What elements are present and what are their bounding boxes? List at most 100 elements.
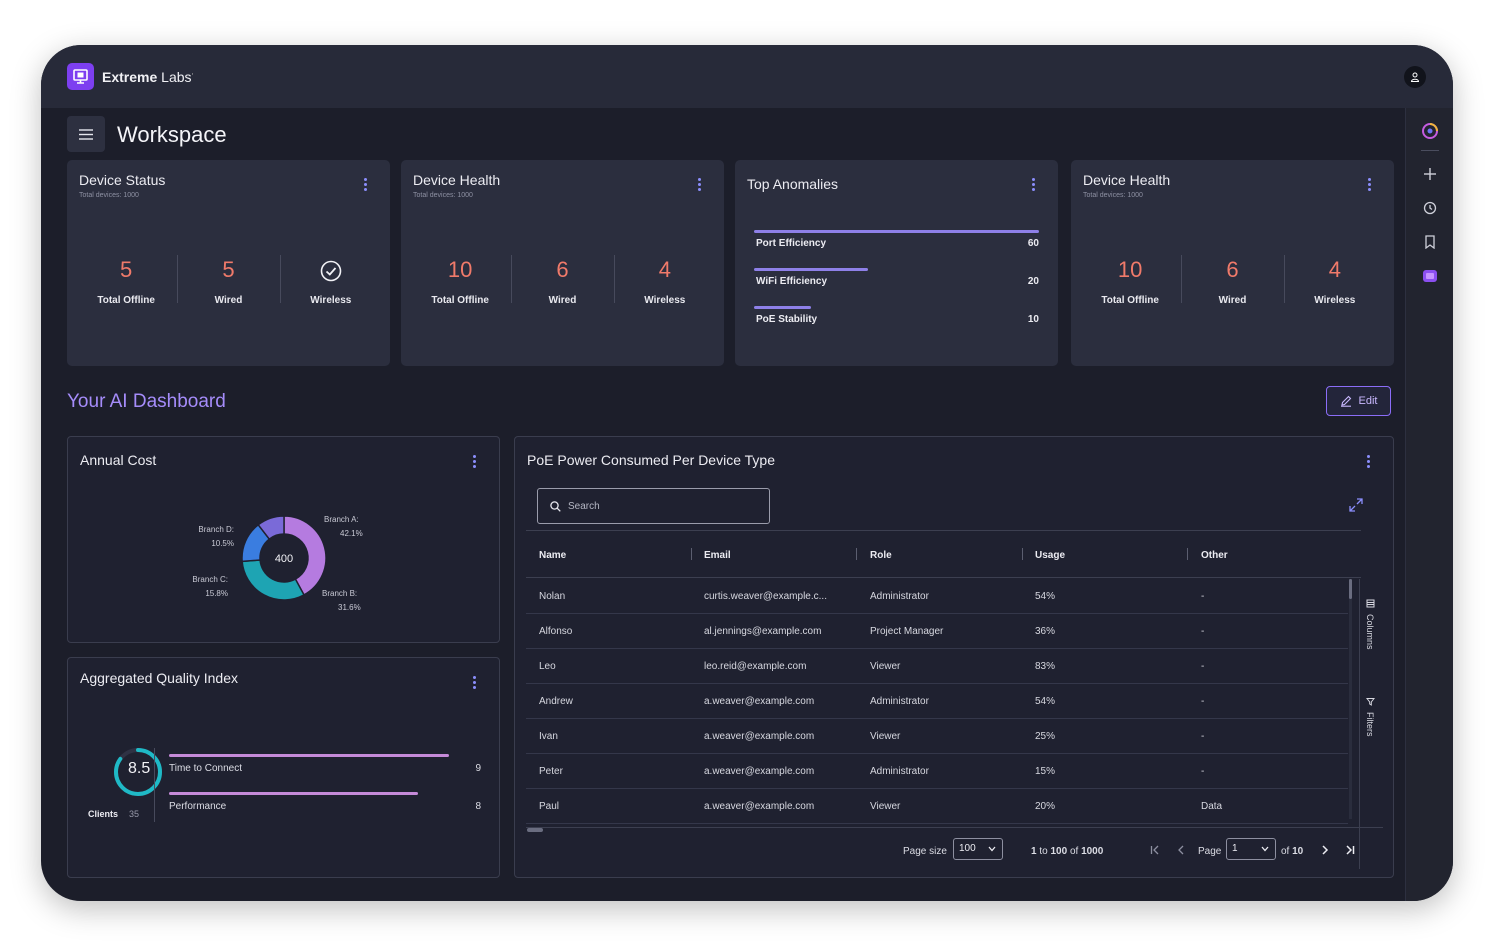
donut-slice-branchd[interactable] bbox=[257, 515, 285, 541]
scrollbar-thumb[interactable] bbox=[527, 828, 543, 832]
stat-wired[interactable]: 6 Wired bbox=[511, 255, 613, 306]
column-header-name[interactable]: Name bbox=[539, 550, 567, 561]
stat-wired[interactable]: 5 Wired bbox=[177, 255, 279, 306]
edit-button[interactable]: Edit bbox=[1326, 386, 1391, 416]
more-options-icon[interactable] bbox=[698, 178, 702, 194]
data-grid: Name Email Role Usage Other Nolan curtis… bbox=[526, 530, 1375, 869]
horizontal-scrollbar[interactable] bbox=[526, 827, 1383, 832]
check-circle-icon bbox=[280, 255, 382, 285]
section-title: Your AI Dashboard bbox=[67, 391, 226, 412]
page-count: of 10 bbox=[1281, 846, 1304, 857]
page-select[interactable]: 1 bbox=[1226, 838, 1276, 860]
card-title: Device Status bbox=[79, 172, 166, 188]
annual-cost-card: Annual Cost 400 Branch A: 42.1% Branch B:… bbox=[67, 436, 500, 643]
apps-icon[interactable] bbox=[1419, 265, 1441, 287]
first-page-icon[interactable] bbox=[1149, 844, 1161, 856]
user-icon[interactable] bbox=[1404, 66, 1426, 88]
columns-icon bbox=[1366, 599, 1374, 608]
more-options-icon[interactable] bbox=[473, 455, 477, 471]
anomaly-bar bbox=[754, 230, 1039, 233]
scrollbar-thumb[interactable] bbox=[1349, 579, 1352, 599]
table-row[interactable]: Paul a.weaver@example.com Viewer 20% Dat… bbox=[526, 789, 1348, 824]
slice-label-branch-d: Branch D: 10.5% bbox=[198, 525, 234, 548]
table-row[interactable]: Ivan a.weaver@example.com Viewer 25% - bbox=[526, 719, 1348, 754]
next-page-icon[interactable] bbox=[1319, 844, 1331, 856]
brand[interactable]: Extreme Labs· bbox=[67, 63, 194, 90]
stat-total-offline[interactable]: 10 Total Offline bbox=[1101, 257, 1159, 306]
columns-tab[interactable]: Columns bbox=[1360, 599, 1380, 650]
more-options-icon[interactable] bbox=[1368, 178, 1372, 194]
slice-label-branch-b: Branch B: 31.6% bbox=[322, 589, 361, 612]
slice-label-branch-c: Branch C: 15.8% bbox=[192, 575, 228, 598]
more-options-icon[interactable] bbox=[364, 178, 368, 194]
clients-label: Clients bbox=[88, 809, 119, 819]
column-resize-handle[interactable] bbox=[856, 548, 857, 560]
vertical-scrollbar[interactable] bbox=[1349, 579, 1352, 819]
chevron-down-icon bbox=[1261, 846, 1269, 852]
table-row[interactable]: Andrew a.weaver@example.com Administrato… bbox=[526, 684, 1348, 719]
search-input[interactable]: Search bbox=[537, 488, 770, 524]
page-size-select[interactable]: 100 bbox=[953, 838, 1003, 860]
column-header-other[interactable]: Other bbox=[1201, 550, 1228, 561]
filter-icon bbox=[1365, 698, 1375, 706]
stat-total-offline[interactable]: 10 Total Offline bbox=[431, 257, 489, 306]
table-row[interactable]: Alfonso al.jennings@example.com Project … bbox=[526, 614, 1348, 649]
anomaly-poe-stability[interactable]: PoE Stability 10 bbox=[754, 306, 1039, 342]
metric-time-to-connect[interactable]: Time to Connect 9 bbox=[169, 754, 481, 790]
metric-performance[interactable]: Performance 8 bbox=[169, 792, 481, 828]
column-resize-handle[interactable] bbox=[691, 548, 692, 560]
table-row[interactable]: Leo leo.reid@example.com Viewer 83% - bbox=[526, 649, 1348, 684]
table-row[interactable]: Nolan curtis.weaver@example.c... Adminis… bbox=[526, 579, 1348, 614]
donut-slice-branchb[interactable] bbox=[241, 559, 306, 601]
bookmark-icon[interactable] bbox=[1419, 231, 1441, 253]
page-label: Page bbox=[1198, 846, 1222, 857]
assistant-icon[interactable] bbox=[1419, 120, 1441, 142]
device-health-card-2: Device Health Total devices: 1000 10 Tot… bbox=[1071, 160, 1394, 366]
page-size-label: Page size bbox=[903, 846, 947, 857]
side-panel: Columns Filters bbox=[1359, 579, 1379, 869]
table-row[interactable]: Peter a.weaver@example.com Administrator… bbox=[526, 754, 1348, 789]
expand-icon[interactable] bbox=[1349, 498, 1363, 512]
metric-bar bbox=[169, 792, 419, 795]
quality-gauge bbox=[114, 748, 162, 796]
top-bar: Extreme Labs· bbox=[41, 45, 1453, 108]
stat-wireless[interactable]: Wireless bbox=[279, 255, 382, 306]
pencil-icon bbox=[1340, 395, 1351, 407]
more-options-icon[interactable] bbox=[473, 676, 477, 692]
column-header-usage[interactable]: Usage bbox=[1035, 550, 1066, 561]
more-options-icon[interactable] bbox=[1367, 455, 1371, 471]
stat-total-offline[interactable]: 5 Total Offline bbox=[97, 257, 155, 306]
anomaly-wifi-efficiency[interactable]: WiFi Efficiency 20 bbox=[754, 268, 1039, 304]
anomaly-bar bbox=[754, 268, 868, 271]
column-resize-handle[interactable] bbox=[1022, 548, 1023, 560]
column-resize-handle[interactable] bbox=[1187, 548, 1188, 560]
stat-wireless[interactable]: 4 Wireless bbox=[613, 255, 716, 306]
column-header-email[interactable]: Email bbox=[704, 550, 731, 561]
card-subtitle: Total devices: 1000 bbox=[79, 192, 139, 199]
donut-slice-brancha[interactable] bbox=[283, 515, 327, 596]
previous-page-icon[interactable] bbox=[1175, 844, 1187, 856]
app-window: Extreme Labs· Workspace Device Status To… bbox=[41, 45, 1453, 901]
card-subtitle: Total devices: 1000 bbox=[1083, 192, 1143, 199]
column-header-role[interactable]: Role bbox=[870, 550, 892, 561]
card-title: Annual Cost bbox=[80, 452, 157, 468]
stat-wired[interactable]: 6 Wired bbox=[1181, 255, 1283, 306]
last-page-icon[interactable] bbox=[1344, 844, 1356, 856]
card-title: PoE Power Consumed Per Device Type bbox=[527, 452, 775, 468]
top-anomalies-card: Top Anomalies Port Efficiency 60 WiFi Ef… bbox=[735, 160, 1058, 366]
hamburger-icon bbox=[79, 128, 93, 140]
page-title: Workspace bbox=[117, 122, 227, 147]
add-icon[interactable] bbox=[1419, 163, 1441, 185]
annual-cost-donut: 400 bbox=[241, 515, 327, 601]
menu-button[interactable] bbox=[67, 116, 105, 152]
anomaly-port-efficiency[interactable]: Port Efficiency 60 bbox=[754, 230, 1039, 266]
device-status-card: Device Status Total devices: 1000 5 Tota… bbox=[67, 160, 390, 366]
history-icon[interactable] bbox=[1419, 197, 1441, 219]
row-range: 1 to 100 of 1000 bbox=[1031, 846, 1104, 857]
poe-table-card: PoE Power Consumed Per Device Type Searc… bbox=[514, 436, 1394, 878]
filters-tab[interactable]: Filters bbox=[1360, 697, 1380, 737]
more-options-icon[interactable] bbox=[1032, 178, 1036, 194]
clients-value: 35 bbox=[129, 809, 140, 819]
stat-wireless[interactable]: 4 Wireless bbox=[1283, 255, 1386, 306]
brand-name: Extreme Labs· bbox=[102, 68, 194, 85]
